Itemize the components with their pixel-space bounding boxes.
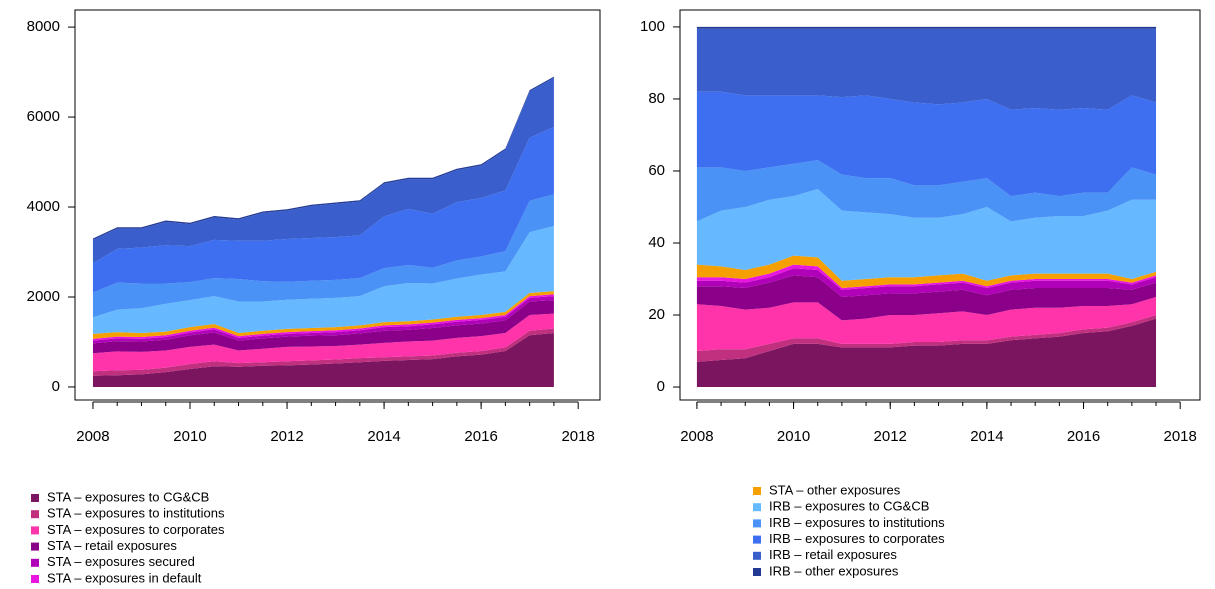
- area: [92, 300, 554, 354]
- y-tick-label: 2000: [27, 288, 60, 305]
- x-tick-label: 2014: [367, 428, 400, 445]
- area: [696, 275, 1157, 321]
- x-tick-label: 2010: [173, 428, 206, 445]
- plot: [696, 26, 1157, 388]
- y-tick-label: 20: [648, 306, 665, 323]
- area: [696, 264, 1157, 290]
- legend-label: IRB – exposures to institutions: [769, 515, 945, 530]
- legend-label: STA – exposures in default: [47, 570, 202, 585]
- area: [696, 28, 1157, 110]
- legend-swatch: [31, 494, 39, 502]
- legend: STA – other exposures IRB – exposures to …: [753, 482, 945, 578]
- plot: [92, 76, 554, 387]
- area: [696, 91, 1157, 197]
- legend: STA – exposures to CG&CB STA – exposures …: [31, 489, 225, 585]
- area: [92, 294, 554, 341]
- legend-swatch: [753, 568, 761, 576]
- legend-label: STA – exposures to corporates: [47, 522, 225, 537]
- plot-frame: [74, 9, 601, 401]
- area: [92, 328, 554, 376]
- area: [696, 160, 1157, 222]
- legend-swatch: [31, 575, 39, 583]
- x-tick-label: 2016: [464, 428, 497, 445]
- x-tick-label: 2010: [777, 428, 810, 445]
- legend-label: IRB – exposures to CG&CB: [769, 499, 929, 514]
- legend-swatch: [31, 526, 39, 535]
- legend-swatch: [31, 558, 39, 567]
- area: [696, 318, 1157, 388]
- y-tick-label: 4000: [27, 198, 60, 215]
- area: [92, 77, 554, 264]
- area: [92, 126, 554, 293]
- y-tick-label: 40: [648, 234, 665, 251]
- area: [696, 268, 1157, 298]
- area: [696, 26, 1157, 29]
- plot-frame: [679, 9, 1201, 401]
- x-tick-label: 2014: [970, 428, 1003, 445]
- legend-label: STA – retail exposures: [47, 538, 177, 553]
- area: [92, 313, 554, 372]
- x-tick-label: 2018: [561, 428, 594, 445]
- y-tick-label: 0: [657, 378, 665, 395]
- x-tick-label: 2016: [1067, 428, 1100, 445]
- legend-label: STA – exposures secured: [47, 554, 195, 569]
- x-tick-label: 2012: [874, 428, 907, 445]
- legend-swatch: [753, 519, 761, 528]
- legend-label: IRB – retail exposures: [769, 547, 897, 562]
- legend-swatch: [753, 487, 761, 495]
- y-tick-label: 8000: [27, 18, 60, 35]
- x-tick-label: 2008: [680, 428, 713, 445]
- y-tick-label: 0: [52, 378, 60, 395]
- area: [696, 188, 1157, 281]
- legend-swatch: [753, 551, 761, 560]
- area: [92, 296, 554, 344]
- y-tick-label: 6000: [27, 108, 60, 125]
- legend-label: STA – exposures to institutions: [47, 506, 225, 521]
- legend-label: STA – exposures to CG&CB: [47, 489, 209, 504]
- x-tick-label: 2012: [270, 428, 303, 445]
- legend-label: IRB – other exposures: [769, 563, 899, 578]
- y-tick-label: 80: [648, 90, 665, 107]
- y-tick-label: 100: [640, 18, 665, 35]
- y-tick-label: 60: [648, 162, 665, 179]
- legend-swatch: [31, 510, 39, 519]
- legend-swatch: [753, 503, 761, 512]
- legend-label: STA – other exposures: [769, 482, 901, 497]
- area: [92, 291, 554, 339]
- area: [92, 225, 554, 334]
- legend-swatch: [31, 542, 39, 551]
- area: [696, 255, 1157, 289]
- x-tick-label: 2018: [1163, 428, 1196, 445]
- area: [92, 332, 554, 387]
- legend-swatch: [753, 535, 761, 544]
- area: [92, 194, 554, 318]
- x-tick-label: 2008: [76, 428, 109, 445]
- area: [696, 297, 1157, 352]
- legend-label: IRB – exposures to corporates: [769, 531, 945, 546]
- area: [696, 315, 1157, 362]
